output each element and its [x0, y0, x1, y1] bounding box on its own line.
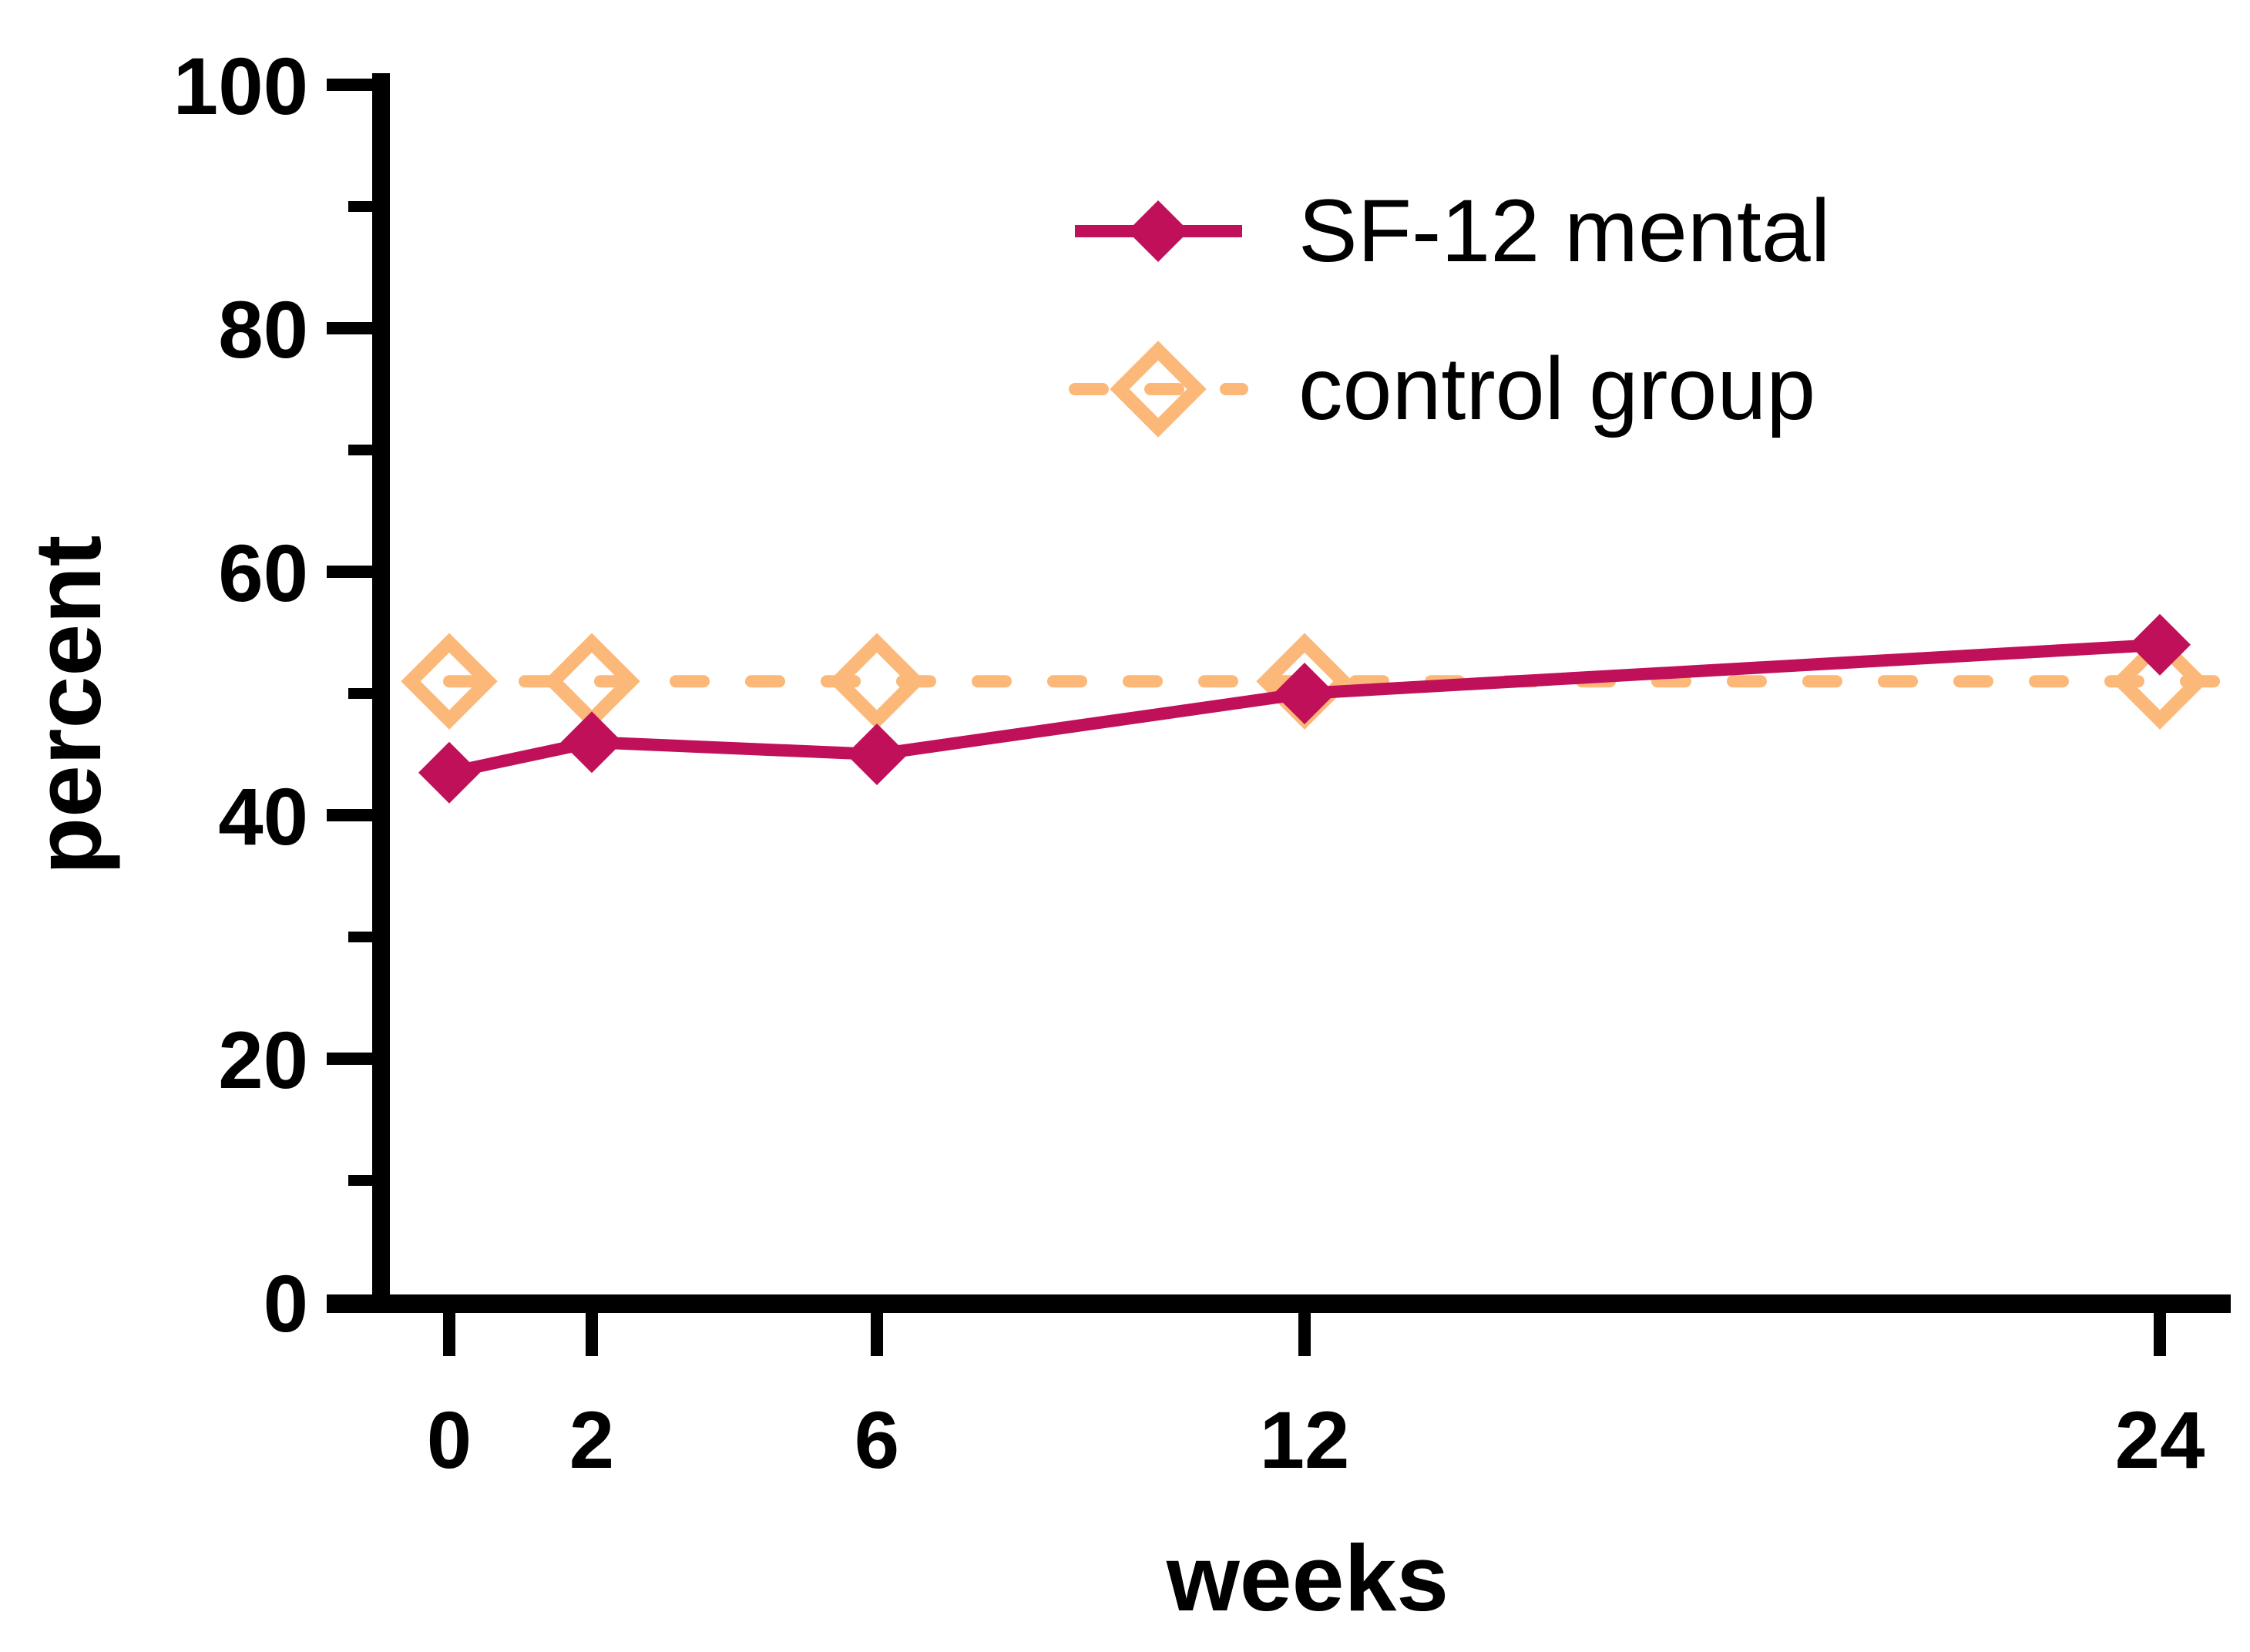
sf-12-mental-marker: [846, 724, 908, 785]
y-minor-tick: [348, 201, 372, 212]
y-tick-label: 100: [173, 42, 308, 132]
x-axis-title: weeks: [1166, 1526, 1449, 1630]
x-tick: [586, 1313, 598, 1356]
x-tick-label: 2: [569, 1395, 614, 1486]
y-major-tick: [327, 79, 372, 91]
y-major-tick: [327, 566, 372, 578]
x-tick: [443, 1313, 455, 1356]
legend-label-sf12-mental: SF-12 mental: [1298, 182, 1830, 280]
y-tick-label: 80: [218, 285, 308, 375]
y-tick-label: 60: [218, 529, 308, 619]
x-tick: [2154, 1313, 2166, 1356]
sf-12-mental-marker: [1274, 663, 1335, 724]
sf-12-mental-marker: [418, 741, 480, 804]
x-tick-label: 12: [1260, 1395, 1350, 1486]
y-minor-tick: [348, 445, 372, 455]
y-minor-tick: [348, 1175, 372, 1186]
sf-12-mental-marker: [2129, 613, 2191, 676]
y-axis-spine: [372, 73, 390, 1312]
y-minor-tick: [348, 688, 372, 699]
sf-12-mental-marker: [561, 711, 623, 774]
x-tick-label: 24: [2115, 1395, 2205, 1486]
y-major-tick: [327, 1296, 372, 1308]
x-tick: [871, 1313, 883, 1356]
axes: 0 20 40 60 80 100 0 2 6 12 24: [173, 42, 2231, 1486]
series-sf-12-mental: [418, 613, 2191, 804]
y-tick-label: 40: [218, 772, 308, 862]
y-minor-tick: [348, 932, 372, 942]
y-tick-label: 20: [218, 1016, 308, 1106]
legend-open-diamond-icon: [1110, 341, 1207, 438]
x-tick-label: 6: [855, 1395, 899, 1486]
plot-area: [401, 613, 2247, 804]
y-major-tick: [327, 322, 372, 334]
x-tick-label: 0: [427, 1395, 472, 1486]
control-group-marker: [401, 633, 498, 730]
legend: SF-12 mental control group: [1069, 182, 1830, 438]
y-major-tick: [327, 1053, 372, 1065]
x-tick: [1298, 1313, 1311, 1356]
legend-marker-sf12-mental: [1075, 200, 1242, 262]
y-major-tick: [327, 809, 372, 821]
control-group-marker: [828, 633, 925, 730]
legend-marker-control-group: [1069, 341, 1248, 438]
x-axis-spine: [327, 1294, 2231, 1313]
legend-filled-diamond-icon: [1127, 200, 1189, 262]
control-group-marker: [2111, 633, 2208, 730]
y-axis-title: percent: [15, 536, 120, 875]
legend-label-control-group: control group: [1298, 340, 1815, 438]
y-tick-label: 0: [264, 1259, 308, 1349]
